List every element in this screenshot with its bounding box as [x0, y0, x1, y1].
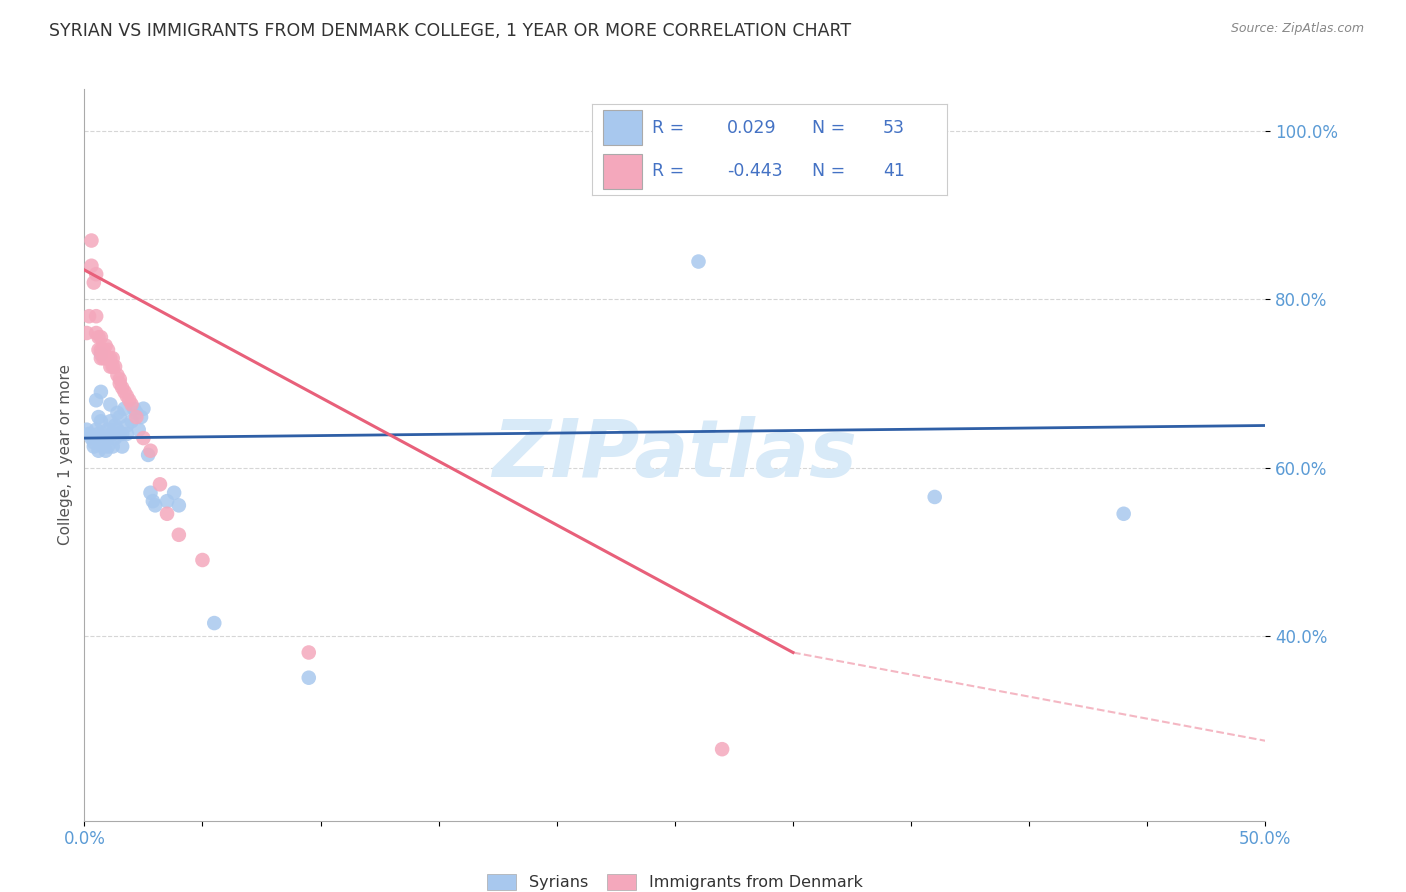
- Point: [101, 359, 124, 374]
- Point: [111, 440, 134, 454]
- Point: [84, 393, 107, 408]
- Point: [104, 418, 127, 433]
- Point: [688, 254, 710, 268]
- Point: [101, 426, 124, 441]
- Point: [167, 528, 190, 542]
- Point: [87, 330, 110, 344]
- Point: [87, 410, 110, 425]
- Point: [1112, 507, 1135, 521]
- Point: [90, 347, 112, 361]
- Point: [83, 276, 105, 290]
- Point: [202, 616, 225, 631]
- Point: [711, 742, 734, 756]
- Point: [139, 443, 162, 458]
- Point: [125, 406, 148, 420]
- Point: [132, 431, 155, 445]
- Point: [104, 431, 127, 445]
- Point: [91, 351, 114, 366]
- Point: [77, 309, 100, 323]
- Point: [83, 440, 105, 454]
- Point: [108, 426, 131, 441]
- Point: [111, 426, 134, 441]
- Point: [90, 351, 112, 366]
- Point: [115, 426, 138, 441]
- Point: [84, 431, 107, 445]
- Text: SYRIAN VS IMMIGRANTS FROM DENMARK COLLEGE, 1 YEAR OR MORE CORRELATION CHART: SYRIAN VS IMMIGRANTS FROM DENMARK COLLEG…: [49, 22, 852, 40]
- Point: [298, 671, 321, 685]
- Point: [84, 267, 107, 281]
- Point: [118, 393, 141, 408]
- Point: [90, 384, 112, 399]
- Point: [108, 372, 131, 386]
- Point: [107, 423, 129, 437]
- Point: [107, 368, 129, 382]
- Point: [125, 410, 148, 425]
- Point: [167, 499, 190, 513]
- Point: [98, 414, 121, 428]
- Point: [107, 406, 129, 420]
- Point: [98, 351, 121, 366]
- Point: [136, 448, 159, 462]
- Point: [129, 410, 152, 425]
- Point: [97, 440, 120, 454]
- Point: [87, 426, 110, 441]
- Text: Source: ZipAtlas.com: Source: ZipAtlas.com: [1230, 22, 1364, 36]
- Point: [76, 326, 98, 340]
- Point: [91, 343, 114, 357]
- Point: [94, 351, 117, 366]
- Point: [156, 494, 179, 508]
- Point: [121, 397, 143, 411]
- Point: [142, 494, 165, 508]
- Point: [128, 423, 150, 437]
- Point: [76, 423, 98, 437]
- Point: [115, 418, 138, 433]
- Point: [97, 343, 120, 357]
- Y-axis label: College, 1 year or more: College, 1 year or more: [58, 365, 73, 545]
- Point: [87, 343, 110, 357]
- Point: [80, 234, 103, 248]
- Point: [97, 423, 120, 437]
- Point: [98, 359, 121, 374]
- Point: [84, 309, 107, 323]
- Point: [156, 507, 179, 521]
- Point: [114, 384, 136, 399]
- Point: [191, 553, 214, 567]
- Point: [84, 423, 107, 437]
- Point: [101, 440, 124, 454]
- Point: [91, 426, 114, 441]
- Point: [94, 338, 117, 352]
- Point: [139, 485, 162, 500]
- Point: [94, 431, 117, 445]
- Point: [90, 343, 112, 357]
- Point: [101, 351, 124, 366]
- Legend: Syrians, Immigrants from Denmark: Syrians, Immigrants from Denmark: [481, 867, 869, 892]
- Point: [122, 401, 145, 416]
- Point: [77, 426, 100, 441]
- Point: [108, 410, 131, 425]
- Point: [98, 397, 121, 411]
- Point: [90, 414, 112, 428]
- Point: [80, 431, 103, 445]
- Point: [132, 401, 155, 416]
- Point: [94, 443, 117, 458]
- Text: ZIPatlas: ZIPatlas: [492, 416, 858, 494]
- Point: [83, 435, 105, 450]
- Point: [149, 477, 172, 491]
- Point: [87, 443, 110, 458]
- Point: [114, 401, 136, 416]
- Point: [143, 499, 166, 513]
- Point: [80, 259, 103, 273]
- Point: [91, 440, 114, 454]
- Point: [104, 359, 127, 374]
- Point: [115, 389, 138, 403]
- Point: [108, 376, 131, 391]
- Point: [111, 381, 134, 395]
- Point: [90, 330, 112, 344]
- Point: [924, 490, 946, 504]
- Point: [298, 645, 321, 659]
- Point: [97, 351, 120, 366]
- Point: [121, 414, 143, 428]
- Point: [84, 326, 107, 340]
- Point: [163, 485, 186, 500]
